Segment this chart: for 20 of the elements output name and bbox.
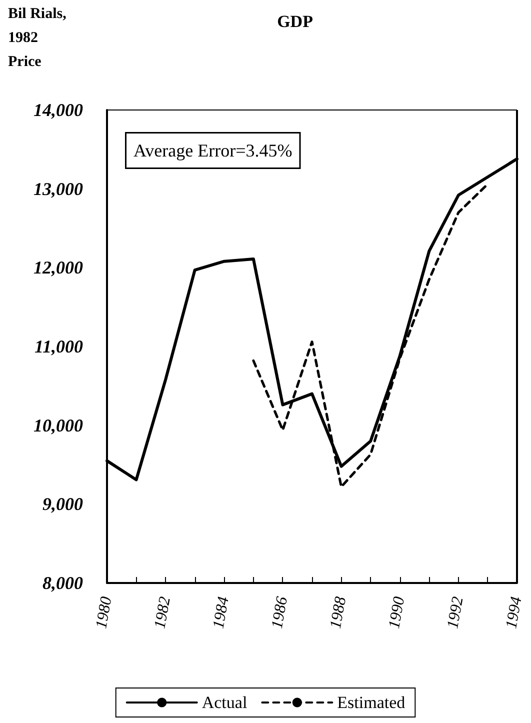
y-tick-label: 13,000	[34, 178, 83, 199]
annotation: Average Error=3.45%	[134, 140, 292, 160]
x-tick-label: 1982	[152, 596, 174, 630]
y-tick-label: 11,000	[34, 336, 83, 356]
y-tick-label: 9,000	[42, 494, 83, 514]
chart-title: GDP	[277, 12, 313, 31]
legend-label: Actual	[202, 693, 248, 712]
y-tick-label: 14,000	[34, 100, 83, 120]
x-tick-label: 1994	[503, 596, 526, 630]
x-tick-label: 1986	[268, 596, 292, 630]
y-axis-title: Bil Rials, 1982 Price	[8, 6, 67, 70]
x-tick-label: 1990	[386, 596, 408, 630]
y-tick-label: 10,000	[34, 415, 83, 436]
y-tick-label: 8,000	[42, 573, 83, 593]
x-tick-label: 1992	[444, 596, 467, 630]
y-tick-label: 12,000	[34, 258, 83, 278]
x-tick-label: 1980	[93, 596, 116, 630]
legend-label: Estimated	[337, 693, 406, 712]
x-tick-label: 1984	[210, 596, 233, 630]
x-tick-label: 1988	[327, 596, 350, 630]
